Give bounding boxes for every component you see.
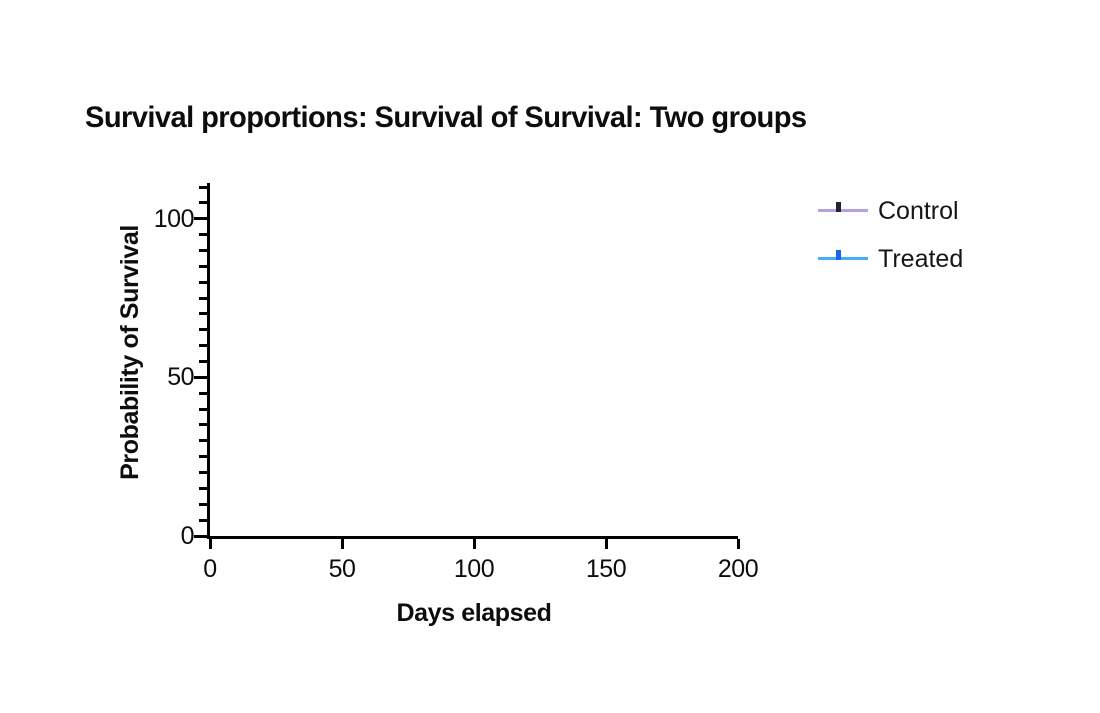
x-major-tick xyxy=(472,539,476,549)
survival-line-marker-icon xyxy=(818,198,868,224)
y-minor-tick xyxy=(199,296,207,300)
legend-label: Treated xyxy=(878,245,964,273)
y-minor-tick xyxy=(199,502,207,506)
y-major-tick xyxy=(194,375,207,379)
plot-area: 0 50 100 0 50 100 150 200 xyxy=(154,183,759,582)
y-axis-title-text: Probability of Survival xyxy=(115,225,144,480)
legend-label: Control xyxy=(878,197,959,225)
y-tick-label: 100 xyxy=(153,204,195,233)
legend-line xyxy=(818,257,868,260)
x-major-tick xyxy=(340,539,344,549)
x-tick-label: 0 xyxy=(203,555,217,583)
x-tick-label: 50 xyxy=(328,555,356,583)
y-minor-tick xyxy=(199,312,207,316)
chart-title: Survival proportions: Survival of Surviv… xyxy=(85,101,807,134)
censor-tick xyxy=(836,202,841,212)
y-minor-tick xyxy=(199,328,207,332)
y-minor-tick xyxy=(199,185,207,189)
y-minor-tick xyxy=(199,518,207,522)
y-axis-line xyxy=(207,183,210,539)
x-tick-label: 150 xyxy=(585,555,627,583)
y-tick-label: 50 xyxy=(167,363,194,392)
legend-line xyxy=(818,209,868,212)
y-minor-tick xyxy=(199,344,207,348)
x-major-tick xyxy=(208,539,212,549)
x-major-tick xyxy=(604,539,608,549)
y-minor-tick xyxy=(199,423,207,427)
y-major-tick xyxy=(194,534,207,538)
censor-tick xyxy=(836,250,841,260)
y-minor-tick xyxy=(199,248,207,252)
x-tick-label: 200 xyxy=(717,555,759,583)
y-minor-tick xyxy=(199,486,207,490)
y-minor-tick xyxy=(199,360,207,363)
y-minor-tick xyxy=(199,391,207,395)
legend-item-control: Control xyxy=(818,198,963,224)
x-axis-line xyxy=(207,536,738,539)
y-minor-tick xyxy=(199,280,207,284)
legend-item-treated: Treated xyxy=(818,246,963,272)
y-minor-tick xyxy=(199,201,207,205)
legend: Control Treated xyxy=(818,198,963,272)
x-axis-title: Days elapsed xyxy=(396,599,552,627)
y-minor-tick xyxy=(199,439,207,443)
y-minor-tick xyxy=(199,407,207,411)
y-minor-tick xyxy=(199,471,207,475)
y-minor-tick xyxy=(199,233,207,237)
x-major-tick xyxy=(736,539,740,549)
y-major-tick xyxy=(194,217,207,221)
y-minor-tick xyxy=(199,264,207,268)
x-tick-label: 100 xyxy=(453,555,495,583)
y-tick-label: 0 xyxy=(180,522,195,550)
survival-line-marker-icon xyxy=(818,246,868,272)
y-minor-tick xyxy=(199,455,207,459)
